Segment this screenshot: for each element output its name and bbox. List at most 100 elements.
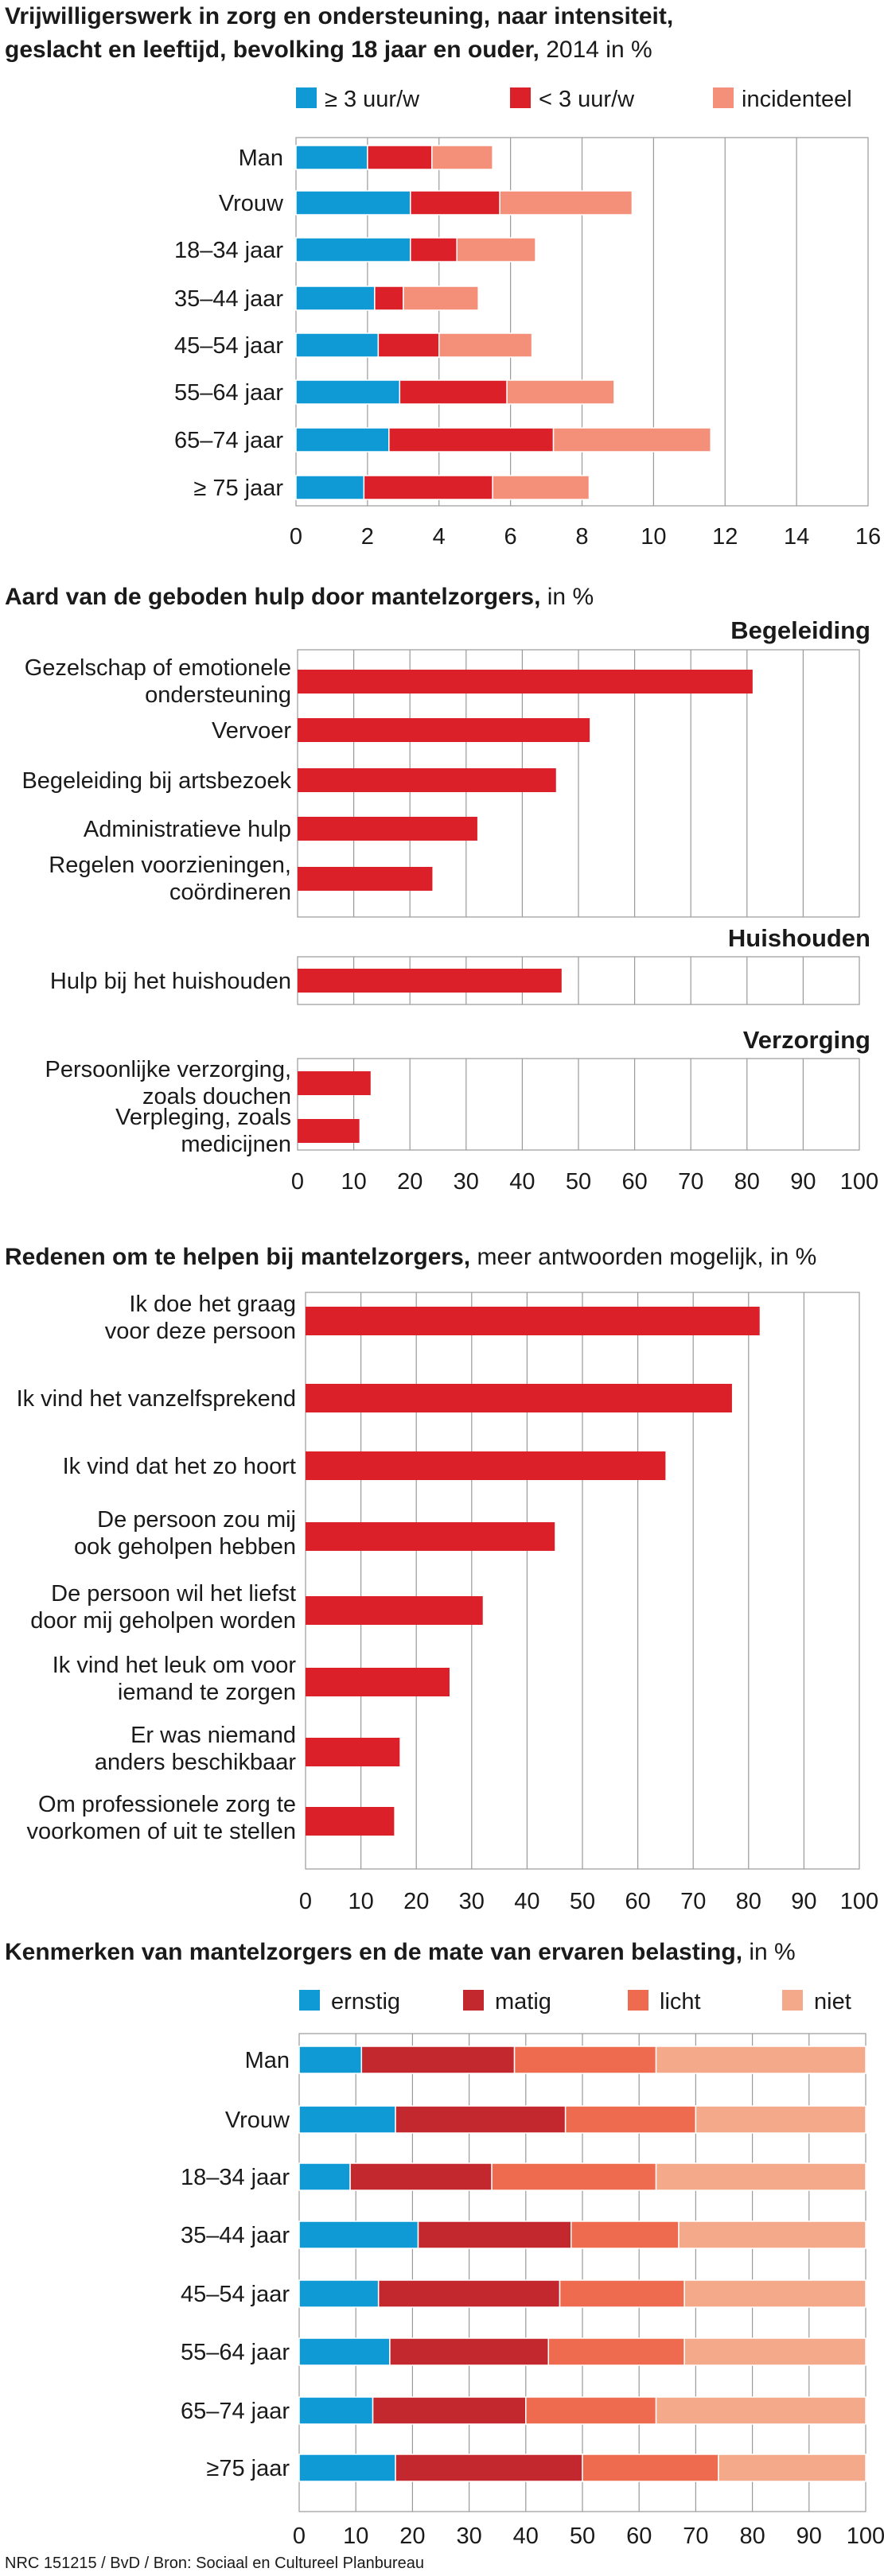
chart1-legend-swatch — [510, 87, 531, 108]
chart4-bar-segment — [298, 2046, 363, 2074]
chart4-bar-segment — [377, 2279, 561, 2308]
source-footer: NRC 151215 / BvD / Bron: Sociaal en Cult… — [5, 2555, 424, 2572]
chart1-legend-swatch — [296, 87, 317, 108]
chart2-category-label: ondersteuning — [145, 682, 291, 708]
chart2-category-label: Vervoer — [212, 718, 291, 744]
chart4-bar-segment — [298, 2220, 419, 2249]
chart1-bar-segment — [399, 379, 508, 405]
chart3-x-tick-label: 60 — [625, 1889, 650, 1914]
chart4-x-tick-label: 40 — [513, 2524, 539, 2549]
chart1-bar-segment — [377, 332, 440, 358]
chart4-bar-segment — [559, 2279, 685, 2308]
chart4-x-tick-label: 0 — [293, 2524, 306, 2549]
chart4-x-tick-label: 100 — [847, 2524, 884, 2549]
chart2-category-label: Persoonlijke verzorging, — [45, 1057, 291, 1082]
chart2-bar — [298, 969, 562, 993]
chart4-title: Kenmerken van mantelzorgers en de mate v… — [5, 1939, 796, 1965]
chart4-category-label: Man — [245, 2048, 290, 2073]
chart4-legend-swatch — [782, 1990, 803, 2011]
chart2-x-tick-label: 10 — [341, 1169, 366, 1195]
chart4-bar-segment — [298, 2162, 351, 2191]
chart4-x-tick-label: 20 — [399, 2524, 425, 2549]
chart2-group-heading: Begeleiding — [730, 616, 870, 644]
chart4-bar-segment — [298, 2396, 374, 2425]
chart2-x-tick-label: 40 — [509, 1169, 535, 1195]
chart4-bar-segment — [718, 2454, 866, 2482]
chart3-category-label: De persoon wil het liefst — [51, 1581, 296, 1607]
chart1-legend-label: ≥ 3 uur/w — [325, 87, 420, 112]
chart4-category-label: 65–74 jaar — [181, 2399, 290, 2424]
chart1-x-tick-label: 16 — [855, 524, 881, 550]
chart3-x-tick-label: 90 — [791, 1889, 816, 1914]
chart3-category-label: anders beschikbaar — [95, 1750, 296, 1775]
chart4-bar-segment — [513, 2046, 657, 2074]
chart1-bar-segment — [552, 427, 712, 453]
chart4-bar-segment — [683, 2337, 866, 2366]
chart1-bar-segment — [295, 190, 411, 216]
chart4-bar-segment — [360, 2046, 516, 2074]
chart4-bar-segment — [655, 2046, 866, 2074]
chart4-x-tick-label: 70 — [683, 2524, 708, 2549]
chart4-bar-segment — [389, 2337, 550, 2366]
chart1-bar-segment — [295, 475, 365, 500]
chart1-x-tick-label: 6 — [504, 524, 517, 550]
chart1-bar-segment — [295, 332, 380, 358]
chart2-bar — [298, 1119, 360, 1143]
chart4-category-label: ≥75 jaar — [206, 2456, 290, 2481]
chart4-bar-segment — [695, 2105, 866, 2134]
chart2-x-tick-label: 80 — [734, 1169, 760, 1195]
chart3-x-tick-label: 0 — [299, 1889, 312, 1914]
chart2-x-tick-label: 90 — [790, 1169, 816, 1195]
chart2-bar — [298, 1071, 371, 1095]
chart4-bar-segment — [395, 2454, 583, 2482]
chart1-bar-segment — [295, 145, 368, 170]
chart1-bar-segment — [410, 190, 500, 216]
chart1-category-label: 35–44 jaar — [174, 286, 283, 312]
chart3-category-label: De persoon zou mij — [97, 1507, 296, 1533]
chart1-legend-label: incidenteel — [742, 87, 852, 112]
chart4-x-tick-label: 50 — [570, 2524, 595, 2549]
chart4-bar-segment — [547, 2337, 685, 2366]
chart3-bar — [306, 1384, 732, 1412]
chart1-x-tick-label: 12 — [712, 524, 738, 550]
chart2-x-tick-label: 100 — [840, 1169, 878, 1195]
chart4-bar-segment — [491, 2162, 657, 2191]
chart4-category-label: 45–54 jaar — [181, 2282, 290, 2307]
chart3-x-tick-label: 80 — [736, 1889, 761, 1914]
chart4-category-label: 18–34 jaar — [181, 2165, 290, 2190]
chart3-category-label: voorkomen of uit te stellen — [26, 1819, 296, 1844]
chart3-x-tick-label: 40 — [514, 1889, 539, 1914]
chart2-category-label: Begeleiding bij artsbezoek — [21, 768, 291, 794]
chart1-category-label: 18–34 jaar — [174, 238, 283, 263]
chart3-x-tick-label: 10 — [348, 1889, 373, 1914]
chart2-bar — [298, 817, 477, 841]
chart1-x-tick-label: 8 — [575, 524, 588, 550]
chart2-bar — [298, 867, 433, 891]
chart1-bar-segment — [410, 237, 458, 262]
chart4-legend-label: licht — [660, 1989, 701, 2015]
chart3-category-label: Ik vind het leuk om voor — [53, 1653, 297, 1678]
chart4-legend-swatch — [299, 1990, 320, 2011]
chart4-bar-segment — [683, 2279, 866, 2308]
chart4-bar-segment — [655, 2162, 866, 2191]
chart4-bar-segment — [298, 2337, 391, 2366]
chart3-category-label: Er was niemand — [130, 1723, 296, 1748]
chart2-category-label: zoals douchen — [142, 1084, 291, 1109]
chart4-legend-label: matig — [495, 1989, 551, 2015]
chart4-x-tick-label: 90 — [796, 2524, 822, 2549]
chart4-bar-segment — [298, 2454, 396, 2482]
chart3-category-label: voor deze persoon — [105, 1319, 296, 1344]
chart4-bar-segment — [298, 2105, 396, 2134]
chart1-bar-segment — [295, 379, 401, 405]
chart3-title: Redenen om te helpen bij mantelzorgers, … — [5, 1244, 816, 1270]
chart3-bar — [306, 1738, 400, 1766]
chart4-x-tick-label: 80 — [739, 2524, 765, 2549]
chart4-legend-swatch — [463, 1990, 484, 2011]
chart4-category-label: Vrouw — [225, 2108, 290, 2133]
chart4-x-tick-label: 30 — [456, 2524, 481, 2549]
chart2-category-label: Administratieve hulp — [84, 817, 291, 842]
chart2-x-tick-label: 60 — [621, 1169, 647, 1195]
chart4-category-label: 35–44 jaar — [181, 2223, 290, 2248]
chart1-category-label: ≥ 75 jaar — [193, 476, 283, 501]
